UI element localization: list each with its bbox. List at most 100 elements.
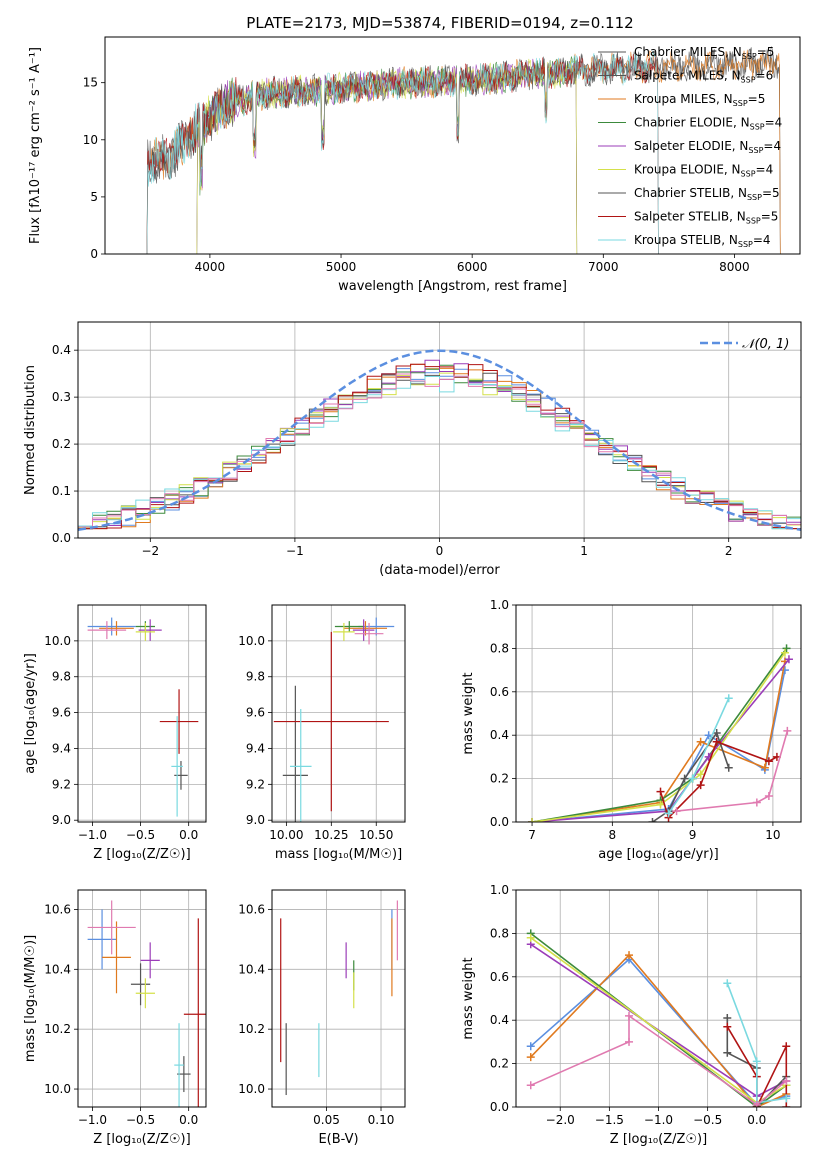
legend-main: Chabrier ELODIE, N xyxy=(634,116,750,130)
x-axis-label: Z [log₁₀(Z/Z☉)] xyxy=(610,1132,707,1147)
chart-age_vs_Z: −1.0 −0.5 0.0 9.0 9.2 9.4 9.6 9.8 10.0 Z [log₁₀(Z… xyxy=(23,604,207,862)
x-tick-label: 0.05 xyxy=(313,1113,340,1127)
legend-tail: =5 xyxy=(757,45,775,59)
y-tick-label: 9.8 xyxy=(52,670,71,684)
legend-sub: SSP xyxy=(746,217,761,226)
x-axis-label: Z [log₁₀(Z/Z☉)] xyxy=(93,1132,190,1147)
plot-area xyxy=(87,900,206,1107)
weight-series-9 xyxy=(676,730,789,812)
y-tick-label: 0.1 xyxy=(52,484,71,498)
data-point xyxy=(783,726,792,735)
data-point xyxy=(752,1057,761,1066)
data-point xyxy=(724,694,733,703)
data-point xyxy=(696,737,705,746)
chart-residuals: −2 −1 0 1 2 0.0 0.1 0.2 0.3 0.4 (data-model)/error… xyxy=(23,321,802,578)
legend-main: Kroupa ELODIE, N xyxy=(634,163,741,177)
data-point xyxy=(782,1042,791,1051)
x-tick-label: 7000 xyxy=(588,260,619,274)
data-point xyxy=(526,933,535,942)
x-tick-label: 2 xyxy=(725,544,733,558)
spectrum-series-6 xyxy=(196,58,578,254)
y-tick-label: 0.3 xyxy=(52,390,71,404)
data-point xyxy=(526,1081,535,1090)
data-point xyxy=(680,774,689,783)
x-tick-label: 10 xyxy=(765,828,780,842)
y-tick-label: 5 xyxy=(90,190,98,204)
y-axis-label: Normed distribution xyxy=(23,365,38,495)
y-tick-label: 10.6 xyxy=(238,902,265,916)
axes-frame xyxy=(515,604,802,823)
y-tick-label: 10.4 xyxy=(44,962,71,976)
data-point xyxy=(782,1076,791,1085)
data-point xyxy=(780,666,789,675)
y-tick-label: 15 xyxy=(83,76,98,90)
x-axis-label: mass [log₁₀(M/M☉)] xyxy=(275,847,402,862)
data-point xyxy=(625,1011,634,1020)
figure-title: PLATE=2173, MJD=53874, FIBERID=0194, z=0… xyxy=(246,14,633,32)
x-tick-label: 5000 xyxy=(326,260,357,274)
y-axis-label: Flux [fλ10⁻¹⁷ erg cm⁻² s⁻¹ A⁻¹] xyxy=(28,47,43,244)
x-tick-label: 9 xyxy=(689,828,697,842)
spectrum-series-9 xyxy=(146,50,659,254)
plot-area xyxy=(526,929,791,1107)
data-point xyxy=(672,807,681,816)
y-tick-label: 10.0 xyxy=(44,634,71,648)
y-tick-label: 0 xyxy=(90,247,98,261)
data-point xyxy=(723,979,732,988)
chart-mass_weight_vs_Z: −2.0 −1.5 −1.0 −0.5 0.0 0.0 0.2 0.4 0.6 0.8 1.0 Z [… xyxy=(461,883,802,1147)
x-axis-label: E(B-V) xyxy=(318,1132,358,1147)
legend-entry: Chabrier MILES, NSSP=5 xyxy=(634,45,774,61)
legend-main: Chabrier STELIB, N xyxy=(634,186,747,200)
y-tick-label: 0.0 xyxy=(490,815,509,829)
chart-spectrum: 4000 5000 6000 7000 8000 0 5 10 15 wavelength [An… xyxy=(28,36,801,294)
data-point xyxy=(625,951,634,960)
y-axis-label: age [log₁₀(age/yr)] xyxy=(23,653,38,774)
y-tick-label: 0.4 xyxy=(490,728,509,742)
y-tick-label: 9.4 xyxy=(52,741,71,755)
data-point xyxy=(724,763,733,772)
axes-frame xyxy=(77,321,802,539)
legend-tail: =5 xyxy=(748,92,766,106)
data-point xyxy=(688,774,697,783)
x-tick-label: −2 xyxy=(141,544,159,558)
weight-series-8 xyxy=(726,983,787,1104)
legend-tail: =4 xyxy=(753,233,771,247)
data-point xyxy=(764,757,773,766)
data-point xyxy=(723,1014,732,1023)
y-tick-label: 9.6 xyxy=(246,706,265,720)
x-tick-label: −1.0 xyxy=(78,828,107,842)
x-axis-label: Z [log₁₀(Z/Z☉)] xyxy=(93,847,190,862)
data-point xyxy=(528,818,537,822)
y-tick-label: 9.4 xyxy=(246,741,265,755)
legend-sub: SSP xyxy=(748,146,763,155)
spectrum-series-7 xyxy=(146,52,659,254)
y-tick-label: 9.2 xyxy=(246,777,265,791)
chart-mass_vs_Z: −1.0 −0.5 0.0 10.0 10.2 10.4 10.6 Z [log₁₀(Z/Z☉… xyxy=(23,889,207,1147)
y-tick-label: 9.0 xyxy=(52,813,71,827)
data-point xyxy=(712,729,721,738)
x-tick-label: 10.50 xyxy=(359,828,393,842)
y-tick-label: 10.2 xyxy=(44,1022,71,1036)
x-tick-label: 0.10 xyxy=(368,1113,395,1127)
y-tick-label: 10.0 xyxy=(238,1082,265,1096)
data-point xyxy=(760,763,769,772)
weight-series-5 xyxy=(531,652,786,822)
x-tick-label: −0.5 xyxy=(126,828,155,842)
legend-main: Salpeter MILES, N xyxy=(634,69,741,83)
y-tick-label: 9.6 xyxy=(52,706,71,720)
x-tick-label: 4000 xyxy=(195,260,226,274)
x-tick-label: 6000 xyxy=(457,260,488,274)
legend-sub: SSP xyxy=(741,76,756,85)
x-axis-label: wavelength [Angstrom, rest frame] xyxy=(338,279,567,294)
data-point xyxy=(526,1042,535,1051)
data-point xyxy=(780,648,789,657)
x-tick-label: −1.5 xyxy=(595,1113,624,1127)
plot-area xyxy=(273,617,395,822)
y-tick-label: 0.6 xyxy=(490,970,509,984)
data-point xyxy=(752,1100,761,1107)
data-point xyxy=(723,1022,732,1031)
y-tick-label: 0.4 xyxy=(52,343,71,357)
y-tick-label: 9.2 xyxy=(52,777,71,791)
data-point xyxy=(526,1053,535,1062)
